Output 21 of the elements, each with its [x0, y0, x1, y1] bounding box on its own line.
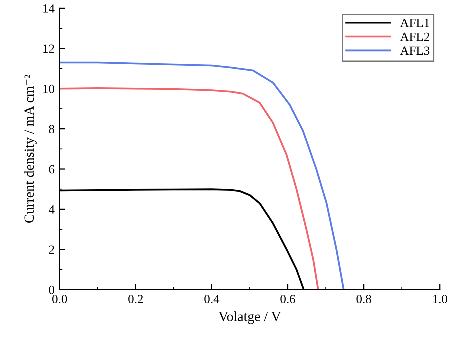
- x-tick-label: 1.0: [433, 295, 448, 304]
- y-tick-label: 4: [48, 206, 55, 214]
- x-tick-label: 0.4: [204, 295, 220, 304]
- y-tick-label: 8: [49, 125, 55, 134]
- x-tick-label: 0.0: [52, 295, 68, 304]
- y-tick-label: 14: [44, 4, 55, 13]
- x-tick-label: 0.2: [128, 295, 144, 304]
- x-tick-label: 0.6: [280, 295, 296, 304]
- y-tick-label: 0: [49, 286, 55, 294]
- x-axis-title: Volatge / V: [218, 312, 282, 324]
- legend-label: AFL3: [400, 46, 430, 56]
- legend-label: AFL1: [400, 18, 430, 28]
- x-tick-label: 0.8: [356, 295, 372, 304]
- line-series: [60, 62, 345, 290]
- y-tick-label: 2: [49, 246, 54, 254]
- y-axis-title: Current density / mA cm⁻²: [24, 75, 37, 224]
- y-tick-label: 12: [44, 44, 54, 54]
- line-series: [60, 88, 320, 290]
- y-tick-label: 10: [44, 84, 55, 94]
- y-tick-label: 6: [49, 165, 55, 174]
- legend-label: AFL2: [400, 32, 430, 42]
